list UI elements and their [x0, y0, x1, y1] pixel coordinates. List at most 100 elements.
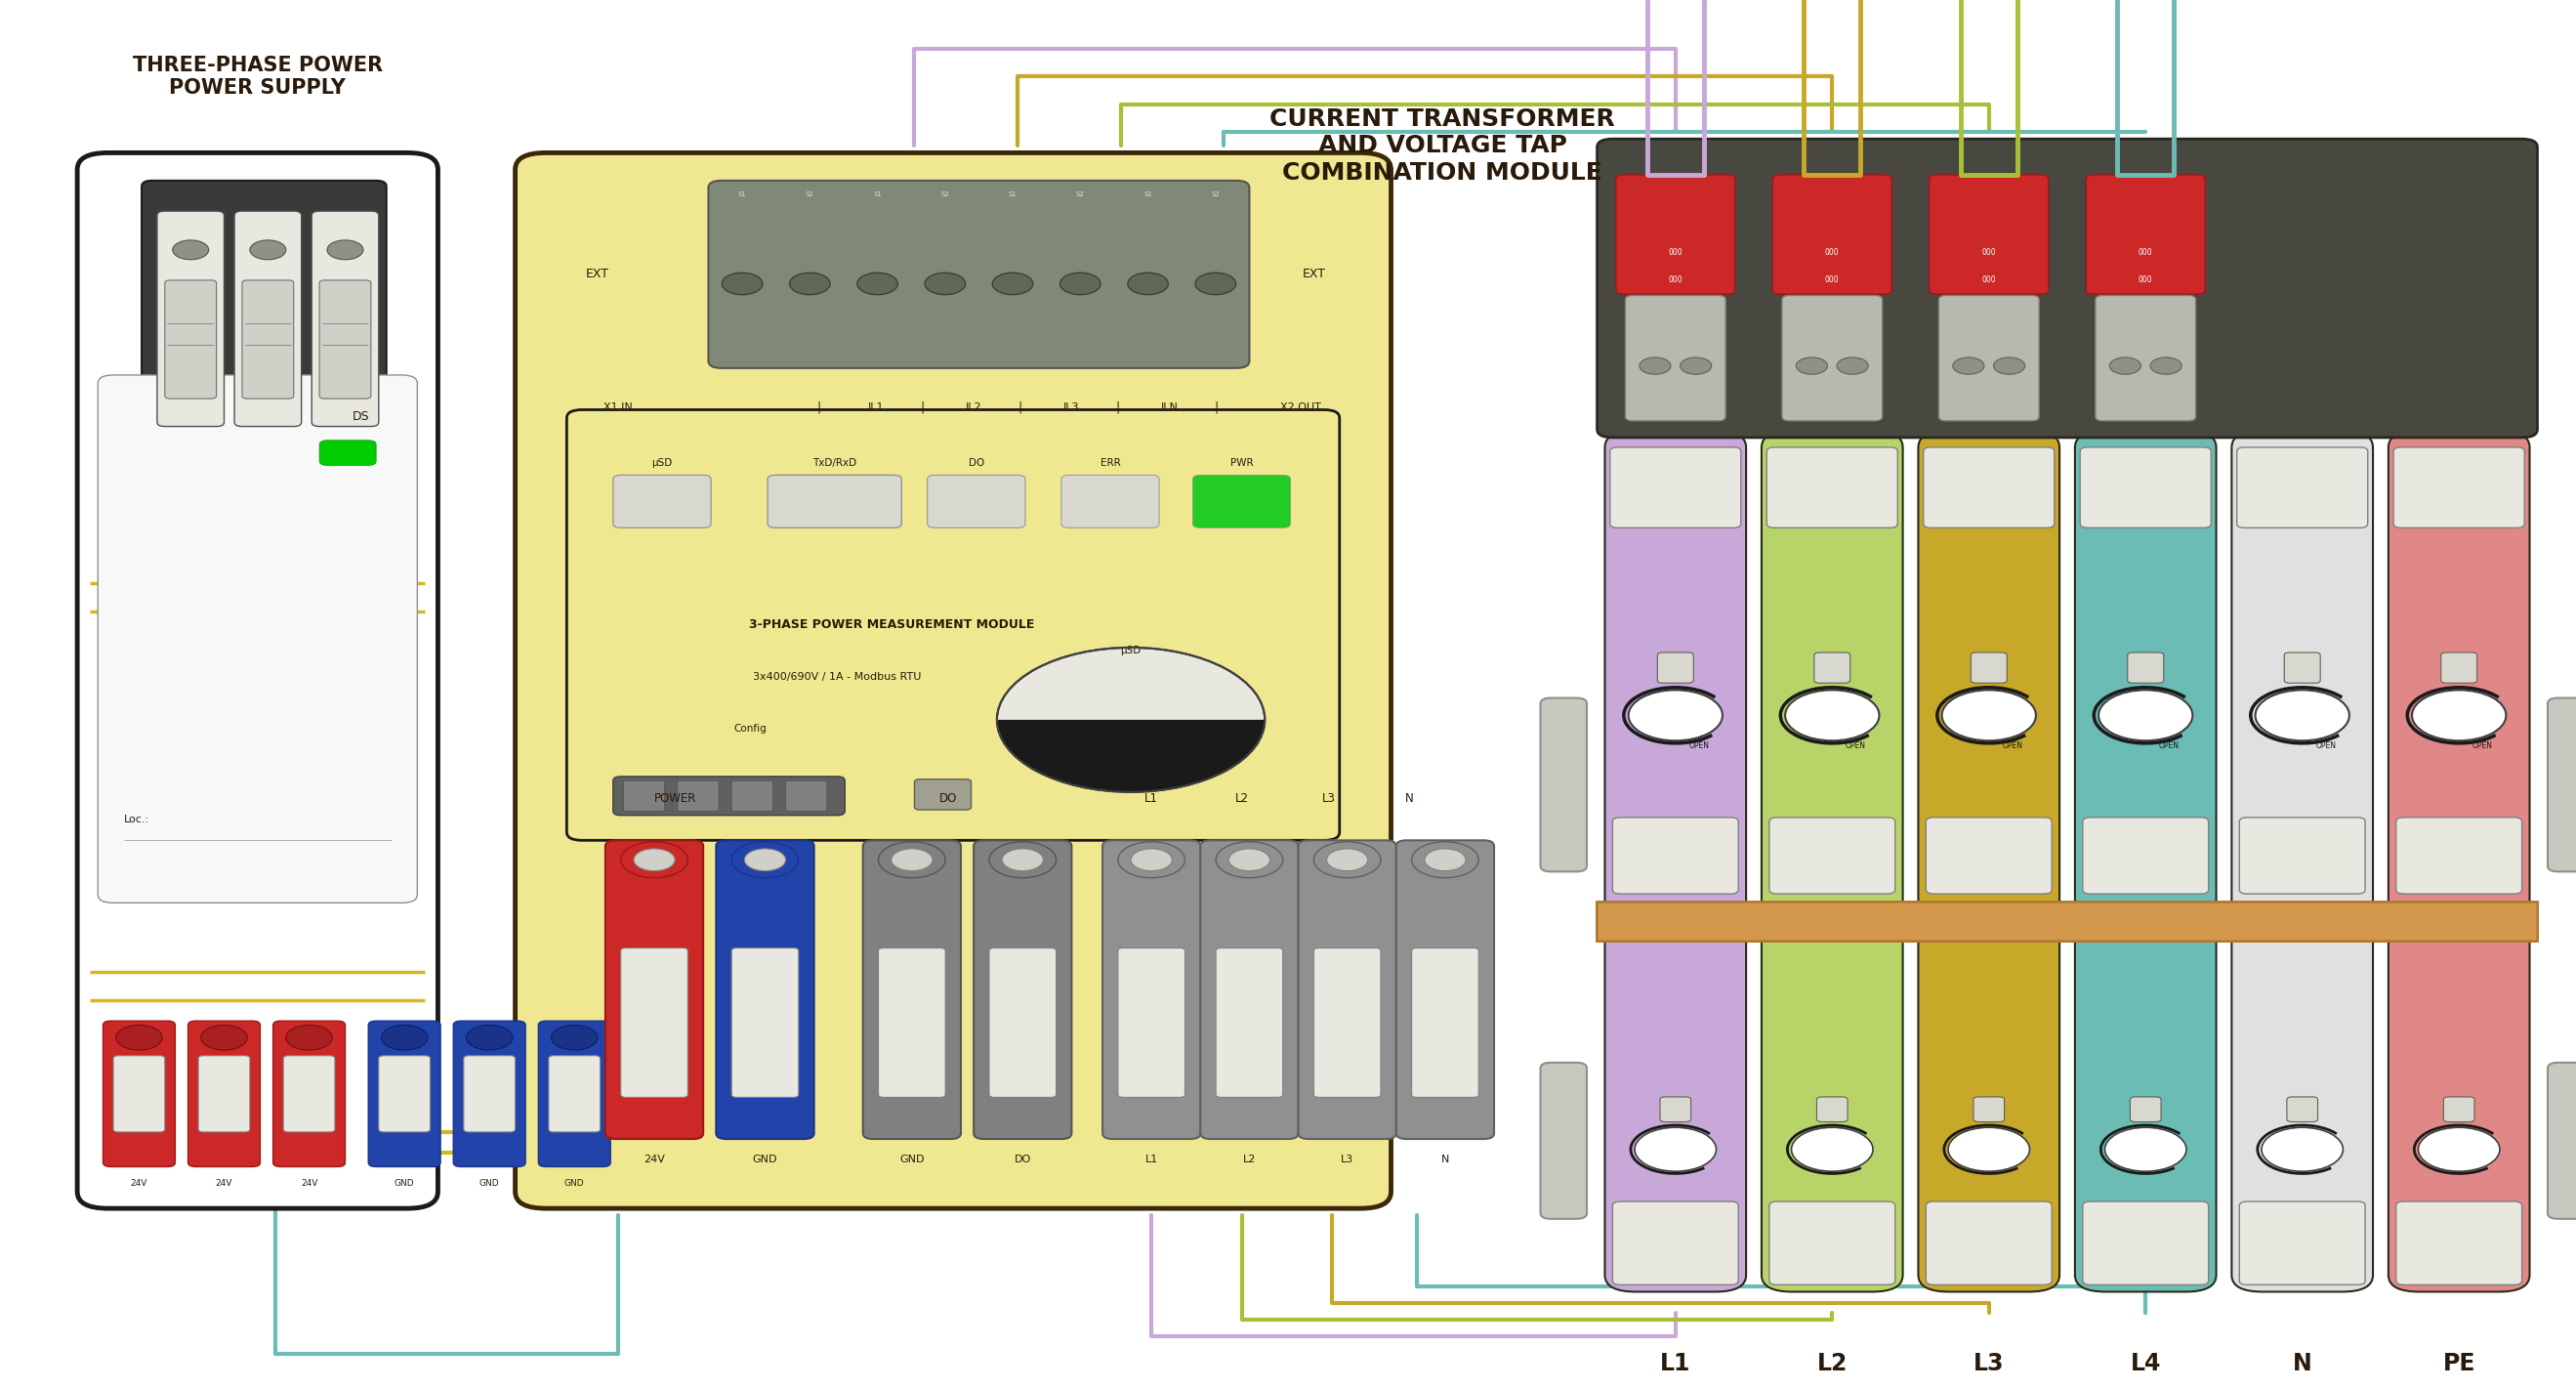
Circle shape — [858, 272, 896, 294]
Text: PWR: PWR — [1231, 457, 1252, 468]
Text: IL2: IL2 — [966, 401, 981, 413]
FancyBboxPatch shape — [77, 153, 438, 1208]
FancyBboxPatch shape — [1597, 903, 2537, 942]
Text: 3x400/690V / 1A - Modbus RTU: 3x400/690V / 1A - Modbus RTU — [752, 672, 922, 682]
FancyBboxPatch shape — [621, 947, 688, 1097]
FancyBboxPatch shape — [453, 1021, 526, 1167]
FancyBboxPatch shape — [2393, 447, 2524, 528]
Text: GND: GND — [394, 1179, 415, 1188]
Text: OPEN: OPEN — [2002, 742, 2022, 750]
Text: EXT: EXT — [585, 268, 611, 281]
FancyBboxPatch shape — [927, 475, 1025, 528]
FancyBboxPatch shape — [2239, 1201, 2365, 1285]
FancyBboxPatch shape — [1613, 817, 1739, 895]
Circle shape — [1785, 690, 1878, 740]
Circle shape — [925, 272, 966, 294]
FancyBboxPatch shape — [567, 410, 1340, 840]
FancyBboxPatch shape — [1605, 431, 1747, 1292]
Text: L1: L1 — [1144, 1154, 1159, 1165]
Circle shape — [621, 842, 688, 878]
Circle shape — [2254, 690, 2349, 740]
Text: L2: L2 — [1234, 792, 1249, 806]
FancyBboxPatch shape — [165, 281, 216, 399]
FancyBboxPatch shape — [1816, 1097, 1847, 1122]
Text: 24V: 24V — [131, 1179, 147, 1188]
FancyBboxPatch shape — [103, 1021, 175, 1167]
FancyBboxPatch shape — [1625, 296, 1726, 421]
Text: DO: DO — [969, 457, 984, 468]
FancyBboxPatch shape — [515, 153, 1391, 1208]
Text: DO: DO — [1015, 1154, 1030, 1165]
FancyBboxPatch shape — [2442, 653, 2478, 683]
FancyBboxPatch shape — [2445, 1097, 2476, 1122]
Text: GND: GND — [752, 1154, 778, 1165]
FancyBboxPatch shape — [312, 211, 379, 426]
FancyBboxPatch shape — [613, 776, 845, 815]
FancyBboxPatch shape — [549, 1056, 600, 1132]
Circle shape — [1128, 272, 1167, 294]
FancyBboxPatch shape — [379, 1056, 430, 1132]
Text: OPEN: OPEN — [1690, 742, 1710, 750]
Circle shape — [1994, 357, 2025, 374]
Circle shape — [989, 842, 1056, 878]
FancyBboxPatch shape — [732, 781, 773, 811]
FancyBboxPatch shape — [1772, 175, 1891, 294]
Circle shape — [1131, 849, 1172, 871]
FancyBboxPatch shape — [1597, 903, 2537, 942]
Circle shape — [2099, 690, 2192, 740]
FancyBboxPatch shape — [2548, 1063, 2576, 1220]
Circle shape — [116, 1025, 162, 1050]
Text: 24V: 24V — [644, 1154, 665, 1165]
FancyBboxPatch shape — [142, 181, 386, 451]
FancyBboxPatch shape — [613, 475, 711, 528]
Text: S1: S1 — [1007, 192, 1018, 197]
FancyBboxPatch shape — [464, 1056, 515, 1132]
FancyBboxPatch shape — [1919, 431, 2058, 1292]
Circle shape — [201, 1025, 247, 1050]
FancyBboxPatch shape — [319, 281, 371, 399]
FancyBboxPatch shape — [1540, 697, 1587, 872]
FancyBboxPatch shape — [1929, 175, 2048, 294]
Circle shape — [1636, 1128, 1716, 1171]
Text: S1: S1 — [1144, 192, 1151, 197]
Circle shape — [788, 272, 829, 294]
Circle shape — [1638, 357, 1672, 374]
FancyBboxPatch shape — [1940, 296, 2040, 421]
Text: PE: PE — [2442, 1353, 2476, 1375]
Circle shape — [173, 240, 209, 260]
Circle shape — [551, 1025, 598, 1050]
Circle shape — [2419, 1128, 2499, 1171]
FancyBboxPatch shape — [1783, 296, 1883, 421]
FancyBboxPatch shape — [768, 475, 902, 528]
FancyBboxPatch shape — [677, 781, 719, 811]
Circle shape — [891, 849, 933, 871]
FancyBboxPatch shape — [538, 1021, 611, 1167]
Text: 3-PHASE POWER MEASUREMENT MODULE: 3-PHASE POWER MEASUREMENT MODULE — [750, 618, 1033, 632]
FancyBboxPatch shape — [1540, 1063, 1587, 1220]
Circle shape — [992, 272, 1033, 294]
Text: S1: S1 — [873, 192, 881, 197]
FancyBboxPatch shape — [2130, 1097, 2161, 1122]
Circle shape — [1195, 272, 1236, 294]
FancyBboxPatch shape — [2548, 697, 2576, 872]
Text: GND: GND — [899, 1154, 925, 1165]
Text: 000: 000 — [1981, 276, 1996, 285]
Text: L3: L3 — [1340, 1154, 1355, 1165]
Text: 000: 000 — [1824, 276, 1839, 285]
FancyBboxPatch shape — [1597, 903, 2537, 942]
Text: CURRENT TRANSFORMER
AND VOLTAGE TAP
COMBINATION MODULE: CURRENT TRANSFORMER AND VOLTAGE TAP COMB… — [1270, 107, 1615, 185]
Text: DO: DO — [940, 792, 956, 806]
Text: |: | — [920, 400, 925, 414]
Circle shape — [2105, 1128, 2187, 1171]
Text: DS: DS — [353, 410, 368, 424]
Text: 24V: 24V — [301, 1179, 317, 1188]
Text: 000: 000 — [2138, 276, 2154, 285]
FancyBboxPatch shape — [319, 440, 376, 465]
Text: S2: S2 — [1077, 192, 1084, 197]
Circle shape — [250, 240, 286, 260]
Text: |: | — [817, 400, 822, 414]
Circle shape — [286, 1025, 332, 1050]
FancyBboxPatch shape — [708, 181, 1249, 368]
Text: 000: 000 — [1669, 276, 1682, 285]
Circle shape — [1412, 842, 1479, 878]
